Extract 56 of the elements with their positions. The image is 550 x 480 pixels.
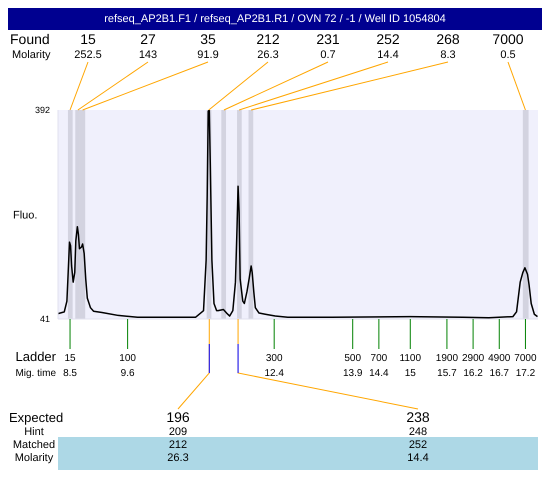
x-tick-label: 14.4	[369, 368, 390, 379]
chart-title: refseq_AP2B1.F1 / refseq_AP2B1.R1 / OVN 72 / -1 / Well ID 1054804	[8, 8, 542, 30]
x-tick-label: 13.9	[342, 368, 363, 379]
band-label: 27	[140, 31, 156, 47]
band-label: 35	[200, 31, 216, 47]
text: Molarity	[12, 49, 52, 61]
text: 1100	[400, 353, 422, 364]
annotation: 143	[138, 49, 158, 61]
x-tick-label: 16.7	[490, 368, 510, 379]
text: 7000	[514, 353, 537, 364]
text: 4900	[488, 353, 511, 364]
text: Molarity	[14, 452, 54, 464]
annotation: 0.5	[500, 49, 516, 61]
x-tick-label: 8.5	[63, 368, 78, 379]
band-label: 15	[80, 31, 96, 47]
annotation: 0.7	[320, 49, 336, 61]
text: 209	[168, 426, 188, 438]
band-label: 231	[316, 31, 340, 47]
text: 15	[64, 353, 76, 364]
annotation: 238	[406, 409, 430, 425]
text: 2900	[462, 353, 485, 364]
band-label: 268	[436, 31, 460, 47]
x-tick-label: 16.2	[463, 368, 484, 379]
text: 300	[266, 353, 283, 364]
band-label: 7000	[492, 31, 524, 47]
text: Ladder	[16, 349, 57, 364]
annotation: 26.3	[257, 49, 279, 61]
x-tick-label: 12.4	[264, 368, 284, 379]
x-tick-label: 17.2	[516, 368, 536, 379]
y-tick-label: 41	[40, 314, 50, 324]
x-axis-title: Mig. time	[15, 368, 56, 379]
text: 26.3	[167, 452, 189, 464]
text: 212	[168, 439, 188, 451]
annotation: 8.3	[440, 49, 456, 61]
band-label: 212	[256, 31, 280, 47]
annotation: 91.9	[197, 49, 219, 61]
text: Expected	[9, 410, 64, 425]
band-label: 252	[376, 31, 400, 47]
y-axis-title: Fluo.	[13, 209, 38, 222]
text: 248	[408, 426, 428, 438]
text: 252	[408, 439, 428, 451]
annotation: 196	[166, 409, 190, 425]
x-tick-label: 15	[404, 368, 416, 379]
text: 100	[119, 353, 136, 364]
text: 500	[344, 353, 362, 364]
text: 1900	[436, 353, 458, 364]
text: Found	[10, 31, 50, 47]
y-tick-label: 392	[34, 105, 50, 116]
text: 700	[370, 353, 388, 364]
text: Hint	[24, 426, 44, 438]
text: 14.4	[407, 452, 429, 464]
annotation: 14.4	[377, 49, 399, 61]
x-tick-label: 15.7	[437, 368, 458, 379]
text: Matched	[12, 439, 56, 451]
x-tick-label: 9.6	[120, 368, 136, 379]
annotation: 252.5	[74, 49, 102, 61]
